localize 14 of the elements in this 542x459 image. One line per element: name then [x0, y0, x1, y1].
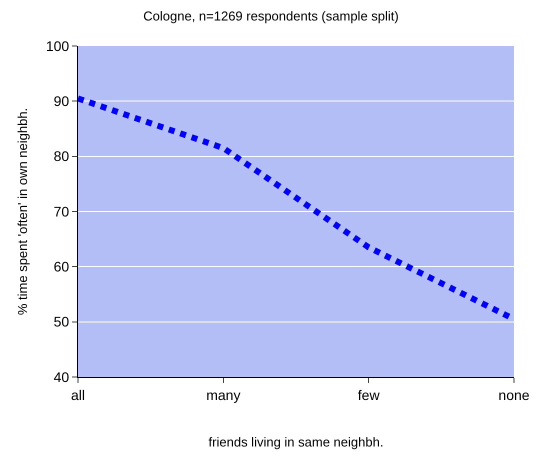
y-tick-label: 50 — [54, 314, 70, 330]
chart-title: Cologne, n=1269 respondents (sample split) — [143, 8, 399, 24]
x-tick-label: none — [498, 386, 530, 403]
y-tick-label: 90 — [54, 93, 70, 110]
y-axis-title: % time spent 'often' in own neighbh. — [14, 108, 30, 316]
y-tick-label: 80 — [54, 148, 70, 164]
y-tick-label: 60 — [54, 258, 70, 275]
y-tick-label: 70 — [54, 203, 70, 220]
y-tick-label: 40 — [54, 368, 70, 385]
y-tick-label: 100 — [46, 38, 70, 54]
x-axis-title: friends living in same neighbh. — [208, 434, 384, 450]
x-tick-label: all — [70, 386, 86, 403]
x-tick-label: few — [358, 386, 380, 403]
x-tick-label: many — [206, 386, 240, 403]
